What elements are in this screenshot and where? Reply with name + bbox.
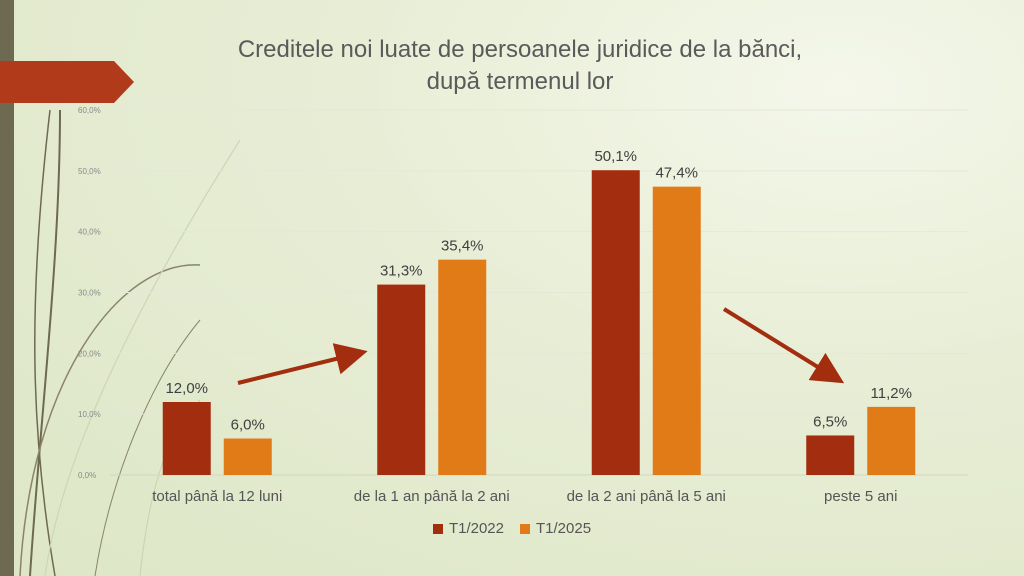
legend-item-series-2: T1/2025 xyxy=(520,520,591,537)
data-label: 31,3% xyxy=(380,263,423,280)
data-label: 6,5% xyxy=(813,413,847,430)
chart-legend: T1/2022 T1/2025 xyxy=(0,520,1024,537)
data-label: 12,0% xyxy=(165,380,208,397)
data-label: 47,4% xyxy=(655,165,698,182)
y-tick-label: 30,0% xyxy=(78,289,101,298)
bar xyxy=(867,406,916,475)
bar xyxy=(591,170,640,475)
data-label: 6,0% xyxy=(231,417,265,434)
data-label: 35,4% xyxy=(441,238,484,255)
bar xyxy=(223,438,272,475)
bar xyxy=(652,186,701,475)
y-tick-label: 50,0% xyxy=(78,167,101,176)
y-tick-label: 40,0% xyxy=(78,228,101,237)
data-label: 50,1% xyxy=(594,148,637,165)
trend-arrow-down xyxy=(722,307,845,384)
legend-swatch-series-1 xyxy=(432,523,443,534)
legend-item-series-1: T1/2022 xyxy=(432,520,504,537)
y-tick-label: 10,0% xyxy=(78,410,101,419)
bar xyxy=(806,435,855,475)
data-label: 11,2% xyxy=(871,385,912,402)
legend-swatch-series-2 xyxy=(520,523,530,534)
legend-label-series-2: T1/2025 xyxy=(536,520,592,537)
y-tick-label: 20,0% xyxy=(78,349,101,358)
left-accent-bar xyxy=(0,0,14,576)
category-label: de la 2 ani până la 5 ani xyxy=(567,488,726,505)
category-label: de la 1 an până la 2 ani xyxy=(354,488,510,505)
title-arrow-banner xyxy=(0,61,134,103)
chart-title: Creditele noi luate de persoanele juridi… xyxy=(130,34,910,98)
trend-arrow-up xyxy=(237,343,368,385)
y-tick-label: 0,0% xyxy=(78,471,96,480)
bar xyxy=(162,402,211,475)
legend-label-series-1: T1/2022 xyxy=(448,520,504,537)
category-label: peste 5 ani xyxy=(824,488,897,505)
bar xyxy=(377,284,426,475)
chart-title-line-1: Creditele noi luate de persoanele juridi… xyxy=(237,36,803,63)
decorative-curves xyxy=(19,109,241,576)
chart-title-line-2: după termenul lor xyxy=(426,68,614,95)
y-tick-label: 60,0% xyxy=(78,106,101,115)
bar xyxy=(438,259,487,475)
category-label: total până la 12 luni xyxy=(152,488,282,505)
